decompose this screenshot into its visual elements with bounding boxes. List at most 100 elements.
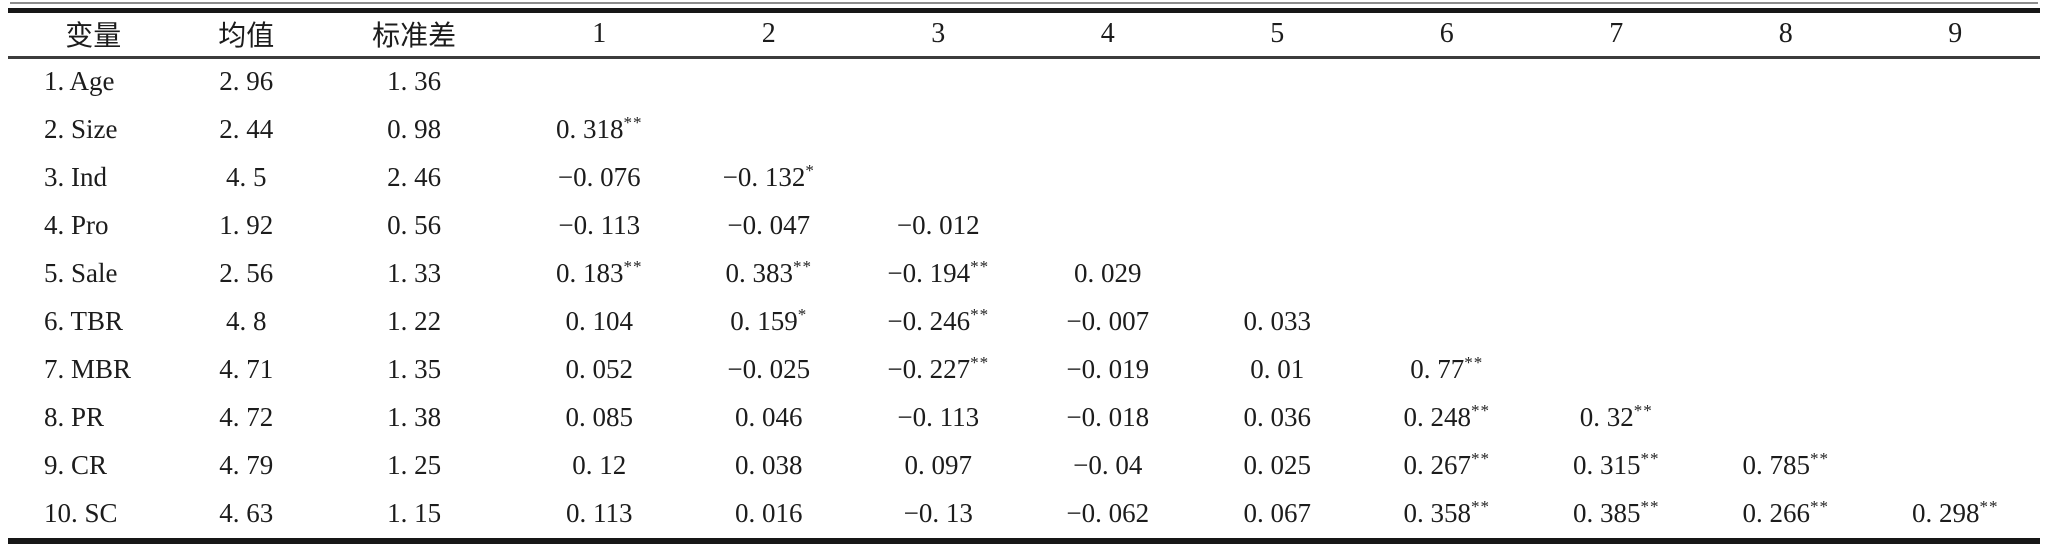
table-cell xyxy=(1870,441,2040,489)
table-cell xyxy=(1870,249,2040,297)
table-cell xyxy=(1362,249,1532,297)
row-label: 7. MBR xyxy=(44,353,132,384)
table-cell xyxy=(1362,297,1532,345)
table-cell: 0. 097 xyxy=(904,449,972,480)
header-variable: 变量 xyxy=(8,13,179,59)
table-cell: 0. 029 xyxy=(1073,257,1142,288)
table-cell xyxy=(1531,201,1701,249)
table-cell: −0. 018 xyxy=(1066,401,1150,432)
header-row: 变量 均值 标准差 1 2 3 4 5 6 7 8 9 xyxy=(8,13,2040,59)
header-col-5: 5 xyxy=(1192,13,1362,59)
header-col-8: 8 xyxy=(1700,13,1871,59)
table-cell xyxy=(1870,153,2040,201)
table-cell: 0. 025 xyxy=(1243,449,1311,480)
table-cell: 0. 104 xyxy=(565,305,633,336)
table-cell: 1. 15 xyxy=(387,497,442,528)
table-cell xyxy=(853,105,1023,153)
table-cell: 4. 5 xyxy=(225,161,267,192)
table-cell xyxy=(1023,201,1193,249)
table-cell: 1. 35 xyxy=(387,353,442,384)
significance-stars: ** xyxy=(623,112,643,132)
table-cell xyxy=(1701,297,1871,345)
table-row: 10. SC 4. 63 1. 15 0. 113 0. 016 −0. 13 −0. 06… xyxy=(8,489,2040,537)
table-cell xyxy=(1023,57,1193,105)
table-row: 5. Sale 2. 56 1. 33 0. 183** 0. 383** −0. 194… xyxy=(8,249,2040,297)
table-row: 2. Size 2. 44 0. 98 0. 318** xyxy=(8,105,2040,153)
table-cell: 4. 79 xyxy=(219,449,274,480)
table-cell: −0. 246** xyxy=(887,304,990,336)
header-col-4: 4 xyxy=(1022,13,1193,59)
table-cell: 1. 33 xyxy=(387,257,442,288)
table-row: 6. TBR 4. 8 1. 22 0. 104 0. 159* −0. 246** −0.… xyxy=(8,297,2040,345)
table-cell xyxy=(1023,153,1193,201)
table-cell xyxy=(1701,201,1871,249)
table-cell: −0. 04 xyxy=(1073,449,1143,480)
table-row: 3. Ind 4. 5 2. 46 −0. 076 −0. 132* xyxy=(8,153,2040,201)
table-cell: 1. 22 xyxy=(387,305,442,336)
table-cell: −0. 007 xyxy=(1066,305,1150,336)
table-cell: 1. 38 xyxy=(387,401,442,432)
header-col-1: 1 xyxy=(514,13,684,59)
table-cell: 0. 183** xyxy=(555,256,643,288)
table-cell: 0. 56 xyxy=(387,209,442,240)
significance-stars: ** xyxy=(970,352,990,372)
table-cell: 2. 44 xyxy=(219,113,274,144)
table-cell: 0. 318** xyxy=(555,112,643,144)
table-cell xyxy=(1531,345,1701,393)
table-cell xyxy=(1362,57,1532,105)
table-cell: 4. 63 xyxy=(219,497,274,528)
table-cell xyxy=(1870,57,2040,105)
table-cell xyxy=(1023,105,1193,153)
significance-stars: ** xyxy=(1640,448,1660,468)
table-cell: −0. 047 xyxy=(727,209,811,240)
table-cell: 0. 98 xyxy=(387,113,442,144)
table-cell: 0. 77** xyxy=(1410,352,1484,384)
table-cell xyxy=(1531,105,1701,153)
table-cell: 0. 248** xyxy=(1403,400,1490,432)
table-cell xyxy=(1362,201,1532,249)
table-cell: −0. 062 xyxy=(1066,497,1150,528)
top-thin-rule xyxy=(10,2,2038,4)
significance-stars: ** xyxy=(1464,352,1484,372)
row-label: 3. Ind xyxy=(44,161,107,192)
table-cell: 0. 358** xyxy=(1403,496,1490,528)
significance-stars: ** xyxy=(792,256,812,276)
table-cell xyxy=(1870,345,2040,393)
header-col-9: 9 xyxy=(1870,13,2040,59)
table-cell: 0. 113 xyxy=(565,497,633,528)
table-cell xyxy=(1701,249,1871,297)
table-cell xyxy=(1701,345,1871,393)
table-row: 1. Age 2. 96 1. 36 xyxy=(8,57,2040,105)
table-cell: −0. 227** xyxy=(887,352,990,384)
table-row: 8. PR 4. 72 1. 38 0. 085 0. 046 −0. 113 −0. 01… xyxy=(8,393,2040,441)
table-cell xyxy=(1870,105,2040,153)
table-cell: 1. 25 xyxy=(387,449,442,480)
significance-stars: ** xyxy=(1979,496,1999,516)
table-cell xyxy=(853,153,1023,201)
table-cell: 4. 8 xyxy=(225,305,267,336)
table-cell: −0. 113 xyxy=(897,401,980,432)
row-label: 4. Pro xyxy=(44,209,109,240)
header-mean: 均值 xyxy=(178,13,314,59)
significance-stars: ** xyxy=(1470,496,1490,516)
table-cell: −0. 025 xyxy=(727,353,811,384)
table-cell: −0. 012 xyxy=(896,209,980,240)
table-row: 9. CR 4. 79 1. 25 0. 12 0. 038 0. 097 −0. 04 0.… xyxy=(8,441,2040,489)
table-cell: 0. 085 xyxy=(565,401,633,432)
row-label: 8. PR xyxy=(44,401,105,432)
table-cell xyxy=(1701,393,1871,441)
table-cell: −0. 076 xyxy=(557,161,641,192)
table-row: 7. MBR 4. 71 1. 35 0. 052 −0. 025 −0. 227** −0… xyxy=(8,345,2040,393)
table-cell: 0. 383** xyxy=(725,256,812,288)
significance-stars: ** xyxy=(1640,496,1660,516)
table-body: 1. Age 2. 96 1. 36 2. Size 2. 44 0. 98 0. 318*… xyxy=(8,57,2040,537)
table-cell: 1. 36 xyxy=(387,66,442,97)
table-cell xyxy=(1362,153,1532,201)
table-cell: 0. 385** xyxy=(1572,496,1660,528)
table-cell: 1. 92 xyxy=(219,209,274,240)
row-label: 9. CR xyxy=(44,449,108,480)
table-cell: 2. 56 xyxy=(219,257,274,288)
significance-stars: ** xyxy=(970,304,990,324)
table-cell xyxy=(1870,201,2040,249)
table-cell xyxy=(853,57,1023,105)
